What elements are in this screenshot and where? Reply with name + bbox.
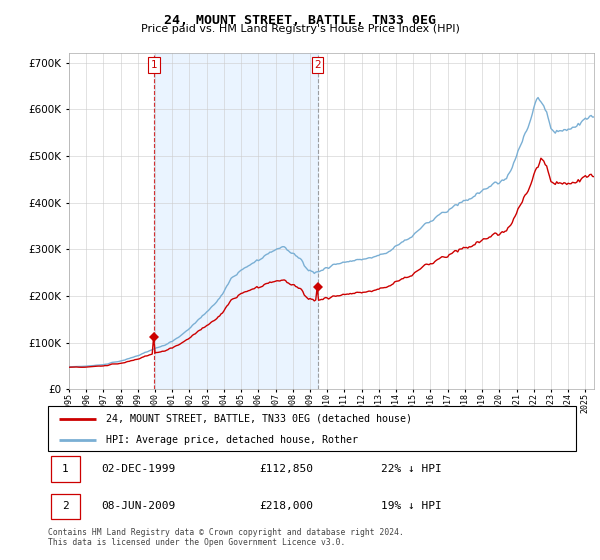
Text: £218,000: £218,000 — [259, 501, 313, 511]
FancyBboxPatch shape — [50, 456, 80, 482]
Text: £112,850: £112,850 — [259, 464, 313, 474]
Text: 1: 1 — [62, 464, 68, 474]
FancyBboxPatch shape — [50, 493, 80, 519]
FancyBboxPatch shape — [48, 406, 576, 451]
Text: 2: 2 — [62, 501, 68, 511]
Text: 08-JUN-2009: 08-JUN-2009 — [101, 501, 175, 511]
Text: HPI: Average price, detached house, Rother: HPI: Average price, detached house, Roth… — [106, 435, 358, 445]
Text: 24, MOUNT STREET, BATTLE, TN33 0EG (detached house): 24, MOUNT STREET, BATTLE, TN33 0EG (deta… — [106, 413, 412, 423]
Bar — [154, 53, 317, 389]
Text: 22% ↓ HPI: 22% ↓ HPI — [380, 464, 442, 474]
Text: Contains HM Land Registry data © Crown copyright and database right 2024.
This d: Contains HM Land Registry data © Crown c… — [48, 528, 404, 547]
Text: 1: 1 — [151, 60, 157, 70]
Bar — [317, 53, 594, 389]
Text: 19% ↓ HPI: 19% ↓ HPI — [380, 501, 442, 511]
Text: 24, MOUNT STREET, BATTLE, TN33 0EG: 24, MOUNT STREET, BATTLE, TN33 0EG — [164, 14, 436, 27]
Text: Price paid vs. HM Land Registry's House Price Index (HPI): Price paid vs. HM Land Registry's House … — [140, 24, 460, 34]
Text: 02-DEC-1999: 02-DEC-1999 — [101, 464, 175, 474]
Text: 2: 2 — [314, 60, 321, 70]
